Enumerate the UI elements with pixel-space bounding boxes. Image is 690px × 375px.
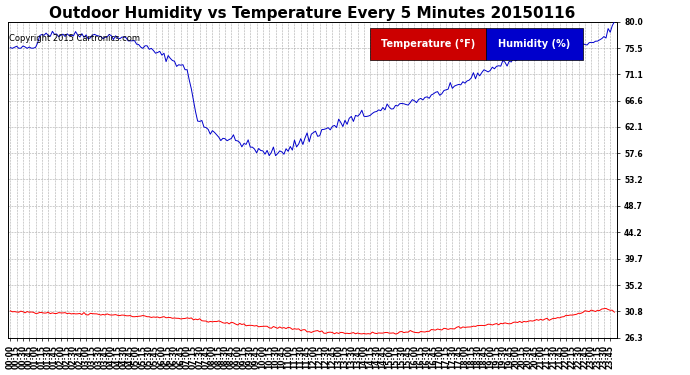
Bar: [486, 28, 583, 60]
Text: Temperature (°F): Temperature (°F): [381, 39, 475, 49]
Text: Humidity (%): Humidity (%): [498, 39, 571, 49]
Bar: [370, 28, 486, 60]
Title: Outdoor Humidity vs Temperature Every 5 Minutes 20150116: Outdoor Humidity vs Temperature Every 5 …: [49, 6, 575, 21]
Text: Copyright 2015 Cartronics.com: Copyright 2015 Cartronics.com: [10, 34, 141, 44]
